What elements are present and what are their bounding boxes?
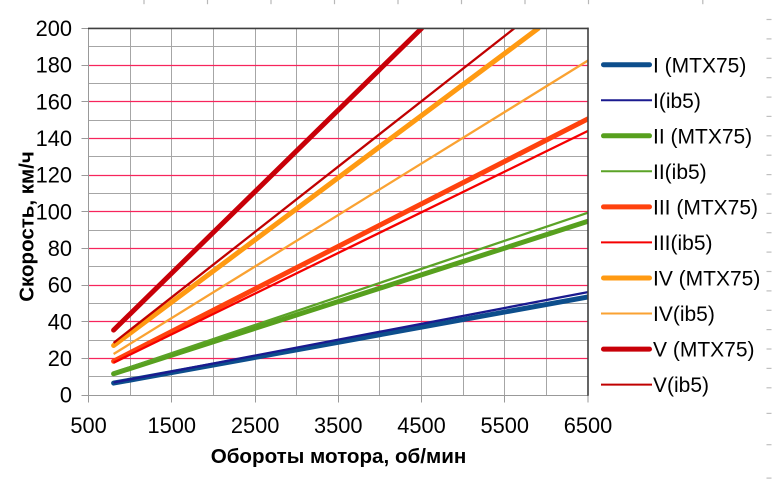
svg-text:Обороты мотора, об/мин: Обороты мотора, об/мин: [211, 445, 467, 468]
svg-text:II(ib5): II(ib5): [653, 161, 707, 184]
svg-text:5500: 5500: [481, 413, 530, 438]
svg-text:III (MTX75): III (MTX75): [653, 197, 758, 220]
svg-text:80: 80: [48, 236, 72, 261]
svg-text:1500: 1500: [148, 413, 197, 438]
svg-text:6500: 6500: [564, 413, 613, 438]
svg-text:500: 500: [70, 413, 106, 438]
svg-text:4500: 4500: [397, 413, 446, 438]
svg-text:20: 20: [48, 346, 72, 371]
svg-text:IV (MTX75): IV (MTX75): [653, 268, 760, 291]
svg-text:0: 0: [60, 383, 72, 408]
svg-text:IV(ib5): IV(ib5): [653, 303, 715, 326]
svg-text:60: 60: [48, 273, 72, 298]
svg-text:40: 40: [48, 309, 72, 334]
svg-text:180: 180: [36, 53, 72, 78]
svg-text:160: 160: [36, 89, 72, 114]
svg-text:120: 120: [36, 163, 72, 188]
svg-text:2500: 2500: [231, 413, 280, 438]
svg-text:V(ib5): V(ib5): [653, 374, 709, 397]
svg-text:I(ib5): I(ib5): [653, 90, 701, 113]
svg-text:140: 140: [36, 126, 72, 151]
svg-text:V (MTX75): V (MTX75): [653, 339, 755, 362]
svg-text:III(ib5): III(ib5): [653, 232, 713, 255]
svg-text:200: 200: [36, 16, 72, 41]
svg-text:3500: 3500: [314, 413, 363, 438]
svg-text:II (MTX75): II (MTX75): [653, 125, 752, 148]
svg-text:Скорость, км/ч: Скорость, км/ч: [15, 151, 38, 302]
svg-text:100: 100: [36, 199, 72, 224]
svg-text:I (MTX75): I (MTX75): [653, 54, 746, 77]
